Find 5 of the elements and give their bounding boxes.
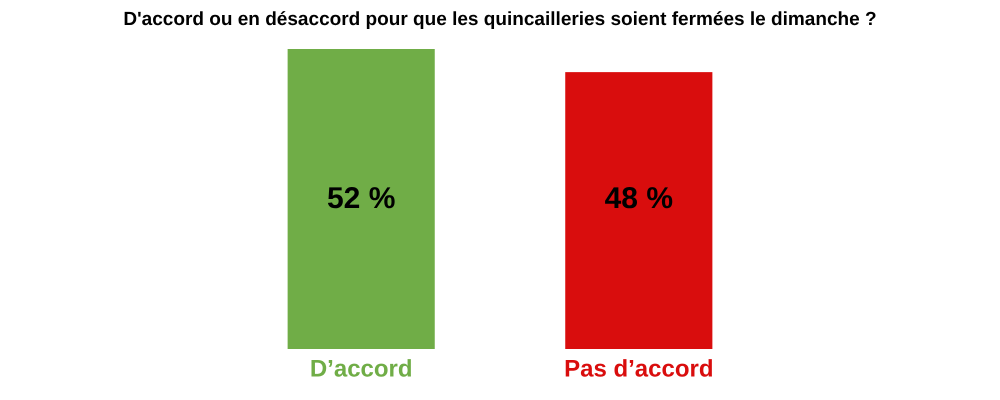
data-label: 48 % <box>604 182 674 215</box>
chart-title: D'accord ou en désaccord pour que les quincailleries soient fermées le dimanche ? <box>123 9 877 30</box>
x-tick-label: D’accord <box>310 356 413 382</box>
x-tick-label: Pas d’accord <box>564 356 714 382</box>
data-label: 52 % <box>326 182 396 215</box>
